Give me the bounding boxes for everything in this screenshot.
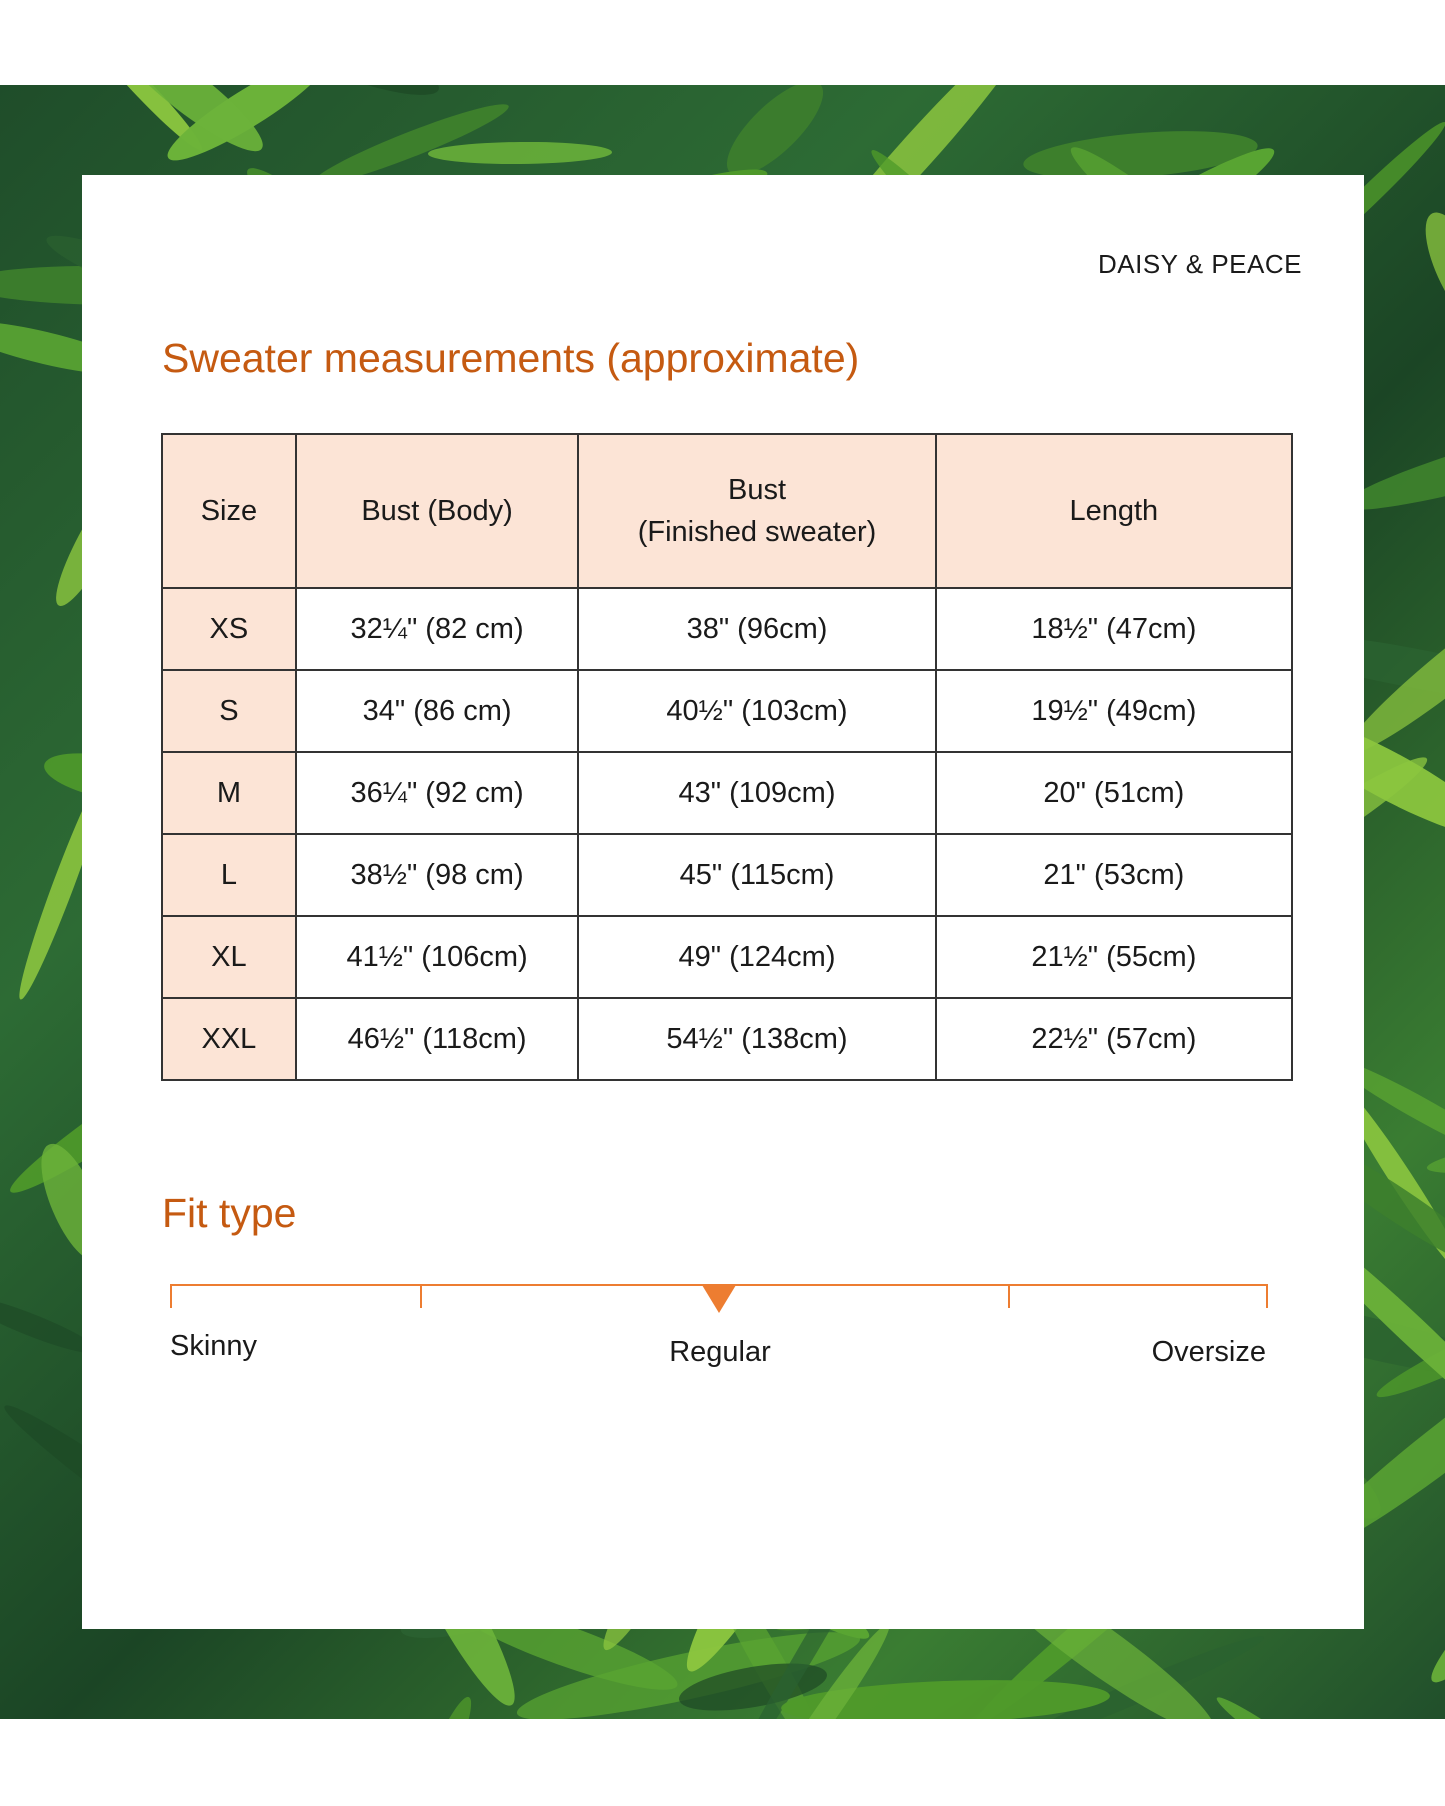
leaf-shape (408, 1692, 480, 1719)
size-cell: XXL (161, 997, 297, 1081)
size-cell: M (161, 751, 297, 835)
measurement-cell: 21½" (55cm) (934, 915, 1294, 999)
measurement-cell: 34" (86 cm) (294, 669, 580, 753)
measurement-cell: 41½" (106cm) (294, 915, 580, 999)
brand-name: DAISY & PEACE (1098, 249, 1302, 279)
table-row: XS 32¼" (82 cm) 38" (96cm) 18½" (47cm) (161, 587, 1294, 671)
column-header: Length (934, 433, 1294, 589)
measurement-cell: 22½" (57cm) (934, 997, 1294, 1081)
table-header-row: Size Bust (Body) Bust (Finished sweater) Le… (161, 433, 1294, 589)
size-cell: S (161, 669, 297, 753)
measurement-cell: 18½" (47cm) (934, 587, 1294, 671)
size-cell: XL (161, 915, 297, 999)
table-row: XL 41½" (106cm) 49" (124cm) 21½" (55cm) (161, 915, 1294, 999)
fit-type-title: Fit type (162, 1190, 297, 1236)
measurement-cell: 54½" (138cm) (577, 997, 937, 1081)
table-row: M 36¼" (92 cm) 43" (109cm) 20" (51cm) (161, 751, 1294, 835)
size-cell: L (161, 833, 297, 917)
measurements-title: Sweater measurements (approximate) (162, 335, 860, 381)
measurement-cell: 20" (51cm) (934, 751, 1294, 835)
measurement-cell: 43" (109cm) (577, 751, 937, 835)
fit-marker-icon (702, 1285, 736, 1313)
measurement-cell: 36¼" (92 cm) (294, 751, 580, 835)
measurement-cell: 38½" (98 cm) (294, 833, 580, 917)
column-header: Bust (Finished sweater) (577, 433, 937, 589)
leaf-shape (1418, 1473, 1445, 1696)
size-cell: XS (161, 587, 297, 671)
leaf-shape (1212, 1690, 1357, 1719)
measurement-cell: 40½" (103cm) (577, 669, 937, 753)
size-chart-panel: DAISY & PEACE Sweater measurements (appr… (82, 175, 1364, 1629)
measurement-cell: 19½" (49cm) (934, 669, 1294, 753)
table-row: XXL 46½" (118cm) 54½" (138cm) 22½" (57cm) (161, 997, 1294, 1081)
column-header: Size (161, 433, 297, 589)
leaf-shape (428, 140, 613, 164)
leaf-shape (1411, 203, 1445, 344)
measurement-cell: 32¼" (82 cm) (294, 587, 580, 671)
measurement-cell: 38" (96cm) (577, 587, 937, 671)
measurement-cell: 46½" (118cm) (294, 997, 580, 1081)
leaf-shape (296, 85, 444, 106)
table-row: S 34" (86 cm) 40½" (103cm) 19½" (49cm) (161, 669, 1294, 753)
fit-label-regular: Regular (669, 1336, 771, 1368)
column-header: Bust (Body) (294, 433, 580, 589)
measurement-cell: 49" (124cm) (577, 915, 937, 999)
table-row: L 38½" (98 cm) 45" (115cm) 21" (53cm) (161, 833, 1294, 917)
measurements-table: Size Bust (Body) Bust (Finished sweater) Le… (161, 433, 1294, 1081)
measurement-cell: 45" (115cm) (577, 833, 937, 917)
fit-scale (170, 1284, 1268, 1313)
fit-label-oversize: Oversize (1151, 1336, 1266, 1368)
measurement-cell: 21" (53cm) (934, 833, 1294, 917)
fit-label-skinny: Skinny (170, 1330, 258, 1362)
